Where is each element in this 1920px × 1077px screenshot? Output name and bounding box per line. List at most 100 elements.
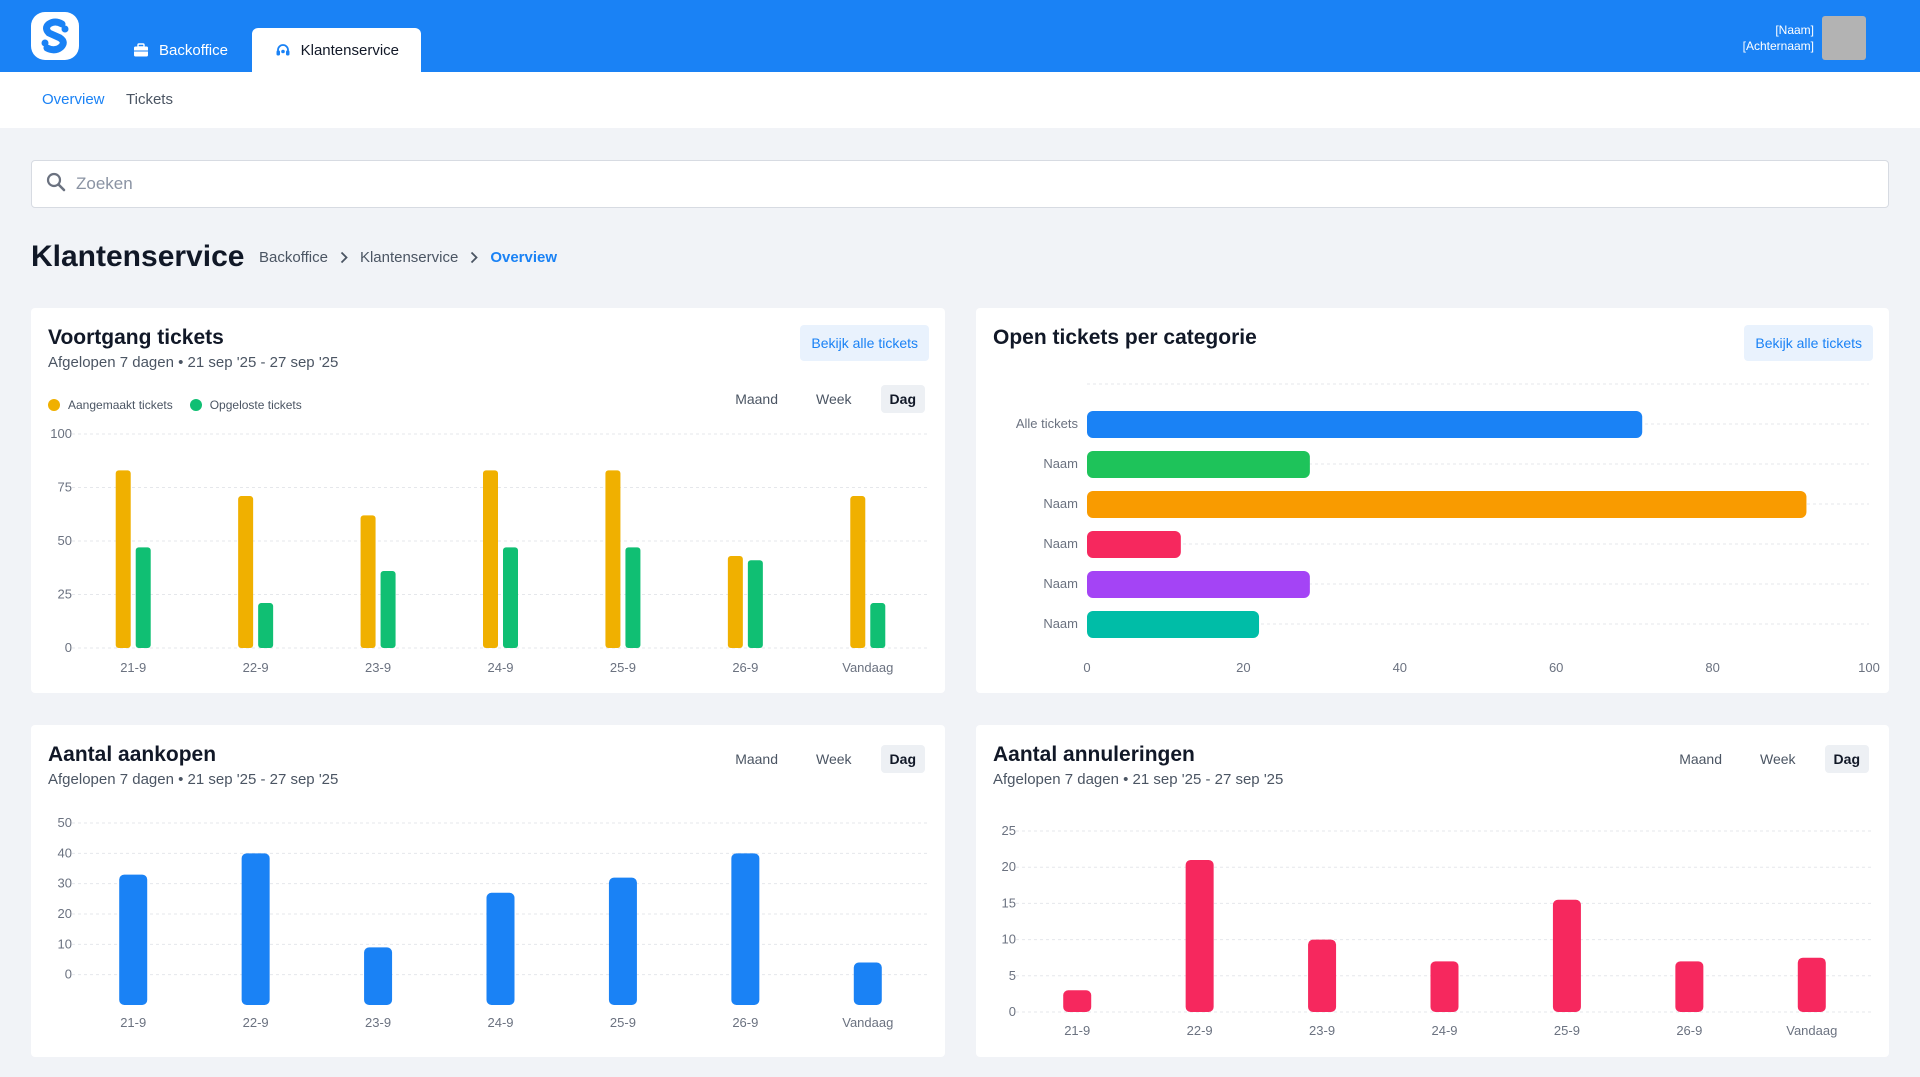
x-tick-label: Vandaag	[1786, 1023, 1837, 1038]
tab-klantenservice[interactable]: Klantenservice	[252, 28, 421, 72]
breadcrumb-item-backoffice[interactable]: Backoffice	[259, 249, 328, 266]
toggle-maand[interactable]: Maand	[1679, 751, 1722, 767]
x-tick-label: 21-9	[120, 660, 146, 675]
breadcrumb-item-klantenservice[interactable]: Klantenservice	[359, 249, 459, 266]
card-aantal-annuleringen: Aantal annuleringen Afgelopen 7 dagen • …	[976, 725, 1889, 1057]
x-tick-label: 100	[1858, 660, 1880, 675]
card-title: Aantal aankopen	[48, 743, 217, 766]
bar	[1430, 961, 1459, 1012]
x-tick-label: 24-9	[1431, 1023, 1457, 1038]
bar	[135, 547, 151, 648]
card-aantal-aankopen: Aantal aankopen Afgelopen 7 dagen • 21 s…	[31, 725, 945, 1057]
user-last-name: [Achternaam]	[1742, 39, 1814, 53]
x-tick-label: 26-9	[732, 1015, 758, 1030]
card-title: Open tickets per categorie	[993, 326, 1257, 349]
user-first-name: [Naam]	[1775, 23, 1814, 37]
y-tick-label: 10	[58, 936, 72, 951]
bar	[1087, 491, 1807, 518]
y-tick-label: 100	[50, 426, 72, 441]
x-tick-label: 40	[1393, 660, 1407, 675]
toggle-week[interactable]: Week	[1760, 751, 1796, 767]
y-tick-label: Naam	[1043, 576, 1078, 591]
y-tick-label: 15	[1002, 895, 1016, 910]
x-tick-label: 23-9	[1309, 1023, 1335, 1038]
period-toggle: Maand Week Dag	[706, 385, 925, 413]
bar	[1308, 939, 1337, 1012]
bar	[1087, 531, 1181, 558]
bar	[727, 555, 743, 648]
bar	[747, 560, 763, 648]
bar	[364, 947, 393, 1005]
toggle-dag[interactable]: Dag	[1824, 745, 1869, 773]
y-tick-label: 10	[1002, 932, 1016, 947]
y-tick-label: 0	[65, 640, 72, 655]
avatar[interactable]	[1822, 16, 1866, 60]
logo-s-icon	[41, 18, 69, 54]
bar	[238, 496, 254, 648]
toggle-maand[interactable]: Maand	[735, 751, 778, 767]
breadcrumb-item-overview: Overview	[490, 249, 558, 266]
y-tick-label: Naam	[1043, 616, 1078, 631]
y-tick-label: 50	[58, 815, 72, 830]
tab-backoffice[interactable]: Backoffice	[110, 28, 250, 72]
voortgang-tickets-chart: 0 25 50 75 100 21-9 22-9 23-9 24-9 25-9 26-9 Vandaa…	[50, 426, 929, 675]
toggle-dag[interactable]: Dag	[880, 745, 925, 773]
x-tick-label: 22-9	[1187, 1023, 1213, 1038]
tab-klantenservice-label: Klantenservice	[300, 41, 399, 59]
tab-backoffice-label: Backoffice	[159, 41, 228, 59]
bar	[115, 470, 131, 648]
y-tick-label: Alle tickets	[1016, 416, 1079, 431]
card-subtitle: Afgelopen 7 dagen • 21 sep '25 - 27 sep …	[48, 354, 339, 371]
card-title: Voortgang tickets	[48, 326, 224, 349]
bar	[1185, 859, 1214, 1012]
toggle-maand[interactable]: Maand	[735, 391, 778, 407]
top-navigation-bar: Backoffice Klantenservice [Naam] [Achter…	[0, 0, 1920, 72]
bar	[731, 853, 760, 1005]
bar	[870, 603, 886, 648]
app-logo[interactable]	[31, 12, 79, 60]
x-tick-label: Vandaag	[842, 1015, 893, 1030]
subnav-item-overview[interactable]: Overview	[42, 91, 105, 108]
headset-icon	[274, 41, 292, 59]
legend-label: Opgeloste tickets	[209, 398, 302, 412]
y-tick-label: 20	[58, 906, 72, 921]
bar	[258, 603, 274, 648]
x-tick-label: 24-9	[487, 1015, 513, 1030]
chevron-right-icon	[470, 251, 479, 264]
user-menu[interactable]: [Naam] [Achternaam]	[1743, 16, 1866, 60]
bar	[1087, 611, 1260, 638]
toggle-week[interactable]: Week	[816, 391, 852, 407]
bar	[1087, 571, 1310, 598]
y-tick-label: 75	[58, 480, 72, 495]
bar	[360, 515, 376, 648]
sub-navigation: Overview Tickets	[0, 72, 1920, 128]
bar	[486, 892, 515, 1005]
view-all-tickets-button[interactable]: Bekijk alle tickets	[800, 325, 929, 361]
bar	[1063, 990, 1092, 1012]
search-input[interactable]	[76, 174, 1856, 194]
bar	[1087, 411, 1643, 438]
chart-legend: Aangemaakt tickets Opgeloste tickets	[48, 398, 319, 412]
user-name: [Naam] [Achternaam]	[1743, 22, 1814, 54]
x-tick-label: 21-9	[120, 1015, 146, 1030]
x-tick-label: 25-9	[610, 660, 636, 675]
x-tick-label: 60	[1549, 660, 1563, 675]
toggle-week[interactable]: Week	[816, 751, 852, 767]
y-tick-label: 5	[1009, 968, 1016, 983]
bar	[503, 547, 518, 648]
period-toggle: Maand Week Dag	[706, 745, 925, 773]
bar	[1552, 899, 1581, 1012]
bar	[1675, 961, 1704, 1012]
x-tick-label: 26-9	[732, 660, 758, 675]
x-tick-label: 23-9	[365, 660, 391, 675]
briefcase-icon	[132, 41, 150, 59]
subnav-item-tickets[interactable]: Tickets	[126, 91, 173, 108]
x-tick-label: 25-9	[610, 1015, 636, 1030]
toggle-dag[interactable]: Dag	[880, 385, 925, 413]
x-tick-label: 21-9	[1064, 1023, 1090, 1038]
view-all-tickets-button[interactable]: Bekijk alle tickets	[1744, 325, 1873, 361]
legend-label: Aangemaakt tickets	[68, 398, 173, 412]
x-tick-label: 0	[1083, 660, 1090, 675]
x-tick-label: 80	[1705, 660, 1719, 675]
bar	[853, 962, 882, 1005]
